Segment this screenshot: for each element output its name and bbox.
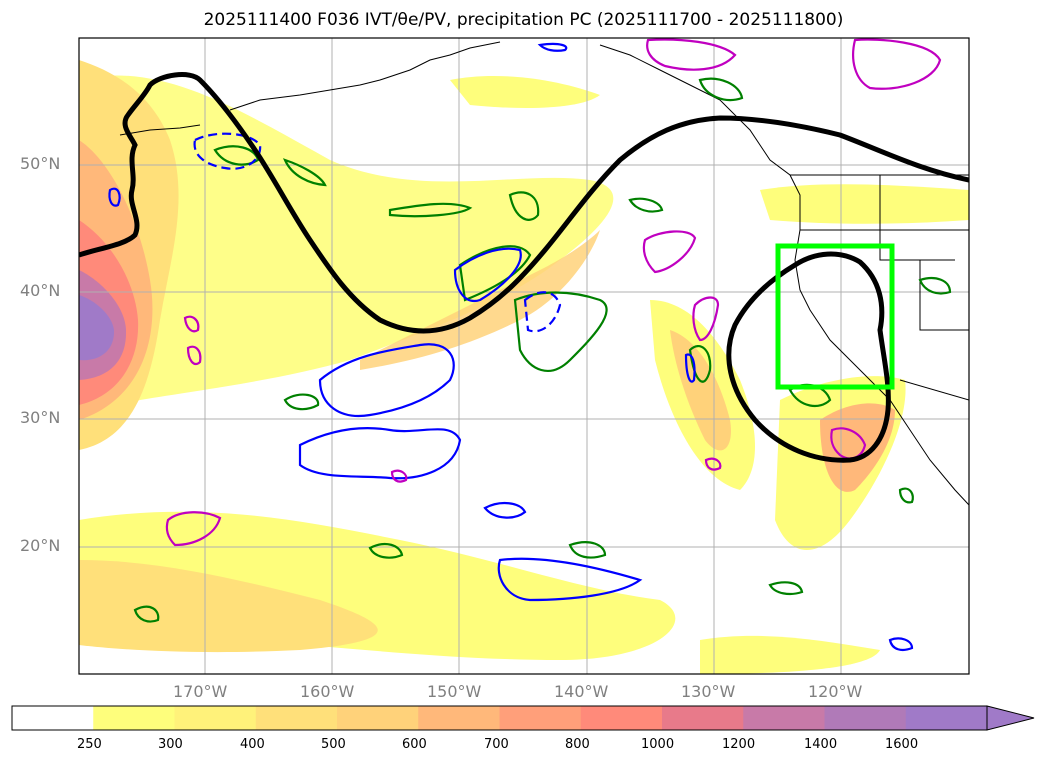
lon-label-140w: 140°W [554,682,609,701]
colorbar-tick: 250 [77,737,102,752]
colorbar-cell [662,706,744,730]
colorbar-cell [93,706,175,730]
colorbar-cell [174,706,257,730]
colorbar-cell [580,706,663,730]
pc-contours [79,72,969,463]
colorbar-tick: 1000 [641,737,675,752]
colorbar-cell [337,706,419,730]
colorbar-tick: 1200 [722,737,756,752]
theta-contours [133,77,952,623]
lon-label-130w: 130°W [681,682,736,701]
colorbar-cell [905,706,988,730]
colorbar-cell [255,706,338,730]
lon-label-150w: 150°W [427,682,482,701]
colorbar-cell [499,706,582,730]
lon-label-170w: 170°W [173,682,228,701]
map-title: 2025111400 F036 IVT/θe/PV, precipitation… [203,10,844,30]
colorbar-cell [418,706,500,730]
colorbar-tick: 700 [484,737,509,752]
colorbar [11,705,1035,731]
colorbar-tick: 800 [565,737,590,752]
colorbar-tick: 600 [402,737,427,752]
lat-label-40: 40°N [20,281,61,300]
colorbar-extend-arrow [986,705,1035,731]
map-frame [78,37,970,675]
highlight-box [775,243,895,390]
colorbar-frame [11,705,988,731]
colorbar-cell [12,706,94,730]
lat-label-20: 20°N [20,536,61,555]
lon-label-120w: 120°W [808,682,863,701]
graticule [79,38,969,674]
colorbar-cell [824,706,907,730]
lat-label-30: 30°N [20,408,61,427]
colorbar-tick: 400 [240,737,265,752]
colorbar-tick: 300 [158,737,183,752]
colorbar-cell [743,706,825,730]
colorbar-tick: 500 [321,737,346,752]
lat-label-50: 50°N [20,154,61,173]
lon-label-160w: 160°W [300,682,355,701]
colorbar-tick: 1400 [804,737,838,752]
colorbar-tick: 1600 [885,737,919,752]
